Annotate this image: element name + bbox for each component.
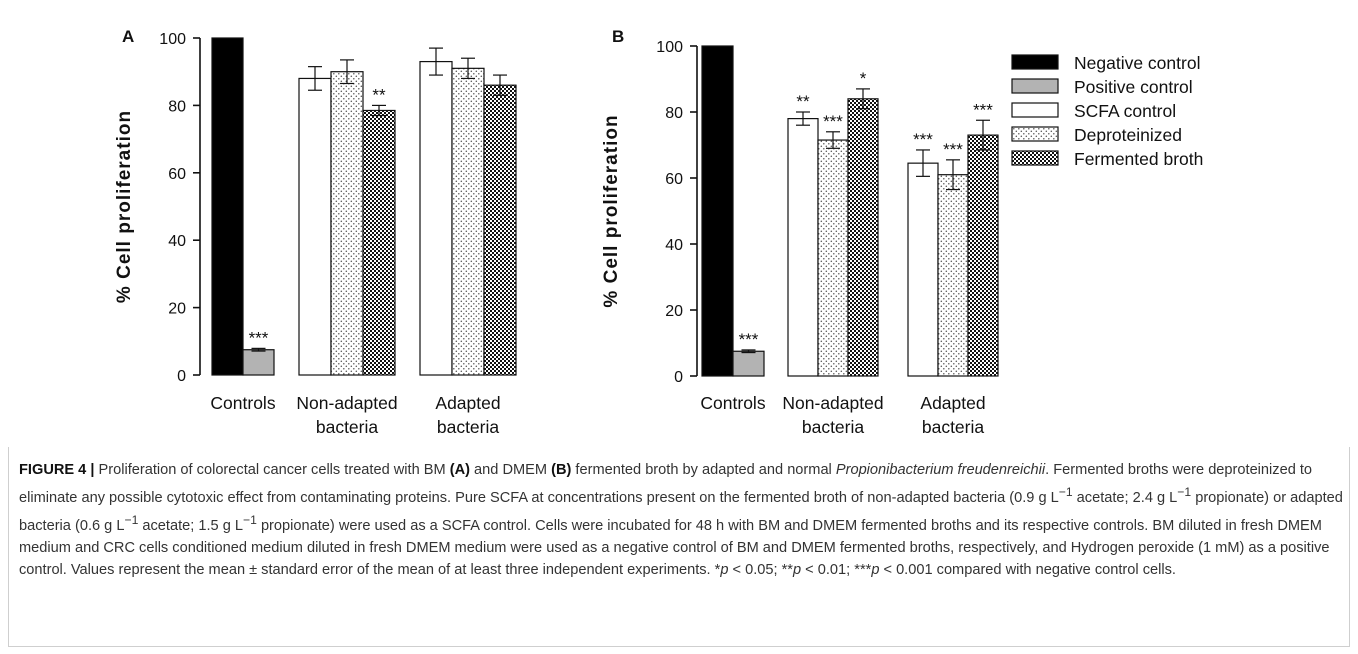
caption-text: < 0.001 compared with negative control c…: [879, 561, 1176, 578]
significance-marker: ***: [943, 140, 963, 159]
caption-text: < 0.05; **: [728, 561, 793, 578]
y-tick-label: 40: [168, 233, 186, 250]
chart-legend: Negative control Positive control SCFA con…: [1011, 53, 1203, 169]
y-tick-label: 100: [656, 39, 683, 56]
y-tick-label: 100: [159, 31, 186, 48]
caption-superscript: −1: [1058, 485, 1073, 499]
panel-label: B: [612, 27, 624, 46]
caption-text: and DMEM: [470, 462, 552, 478]
y-tick-label: 0: [177, 368, 186, 385]
category-label: Non-adapted: [782, 393, 883, 413]
caption-text: . Fermented broths were deproteinized to…: [19, 462, 1313, 506]
y-tick-label: 20: [665, 303, 683, 320]
category-label: bacteria: [802, 417, 865, 437]
significance-marker: ***: [739, 330, 759, 349]
y-tick-label: 60: [168, 166, 186, 183]
caption-superscript: −1: [1177, 485, 1192, 499]
caption-text: propionate) or adapted bacteria (0.6 g L: [19, 489, 1343, 534]
legend-label: Negative control: [1074, 53, 1200, 73]
bar: [330, 71, 364, 376]
bar: [242, 349, 275, 376]
bar: [907, 162, 939, 377]
bar: [298, 77, 332, 376]
caption-text: propionate) were used as a SCFA control.…: [19, 517, 1330, 578]
y-tick-label: 40: [665, 237, 683, 254]
category-label: Non-adapted: [296, 393, 397, 413]
caption-superscript: −1: [243, 512, 257, 527]
legend-label: Deproteinized: [1074, 125, 1182, 145]
significance-marker: ***: [249, 328, 269, 347]
bar: [362, 109, 396, 376]
caption-figure-label: FIGURE 4 |: [19, 462, 95, 478]
significance-marker: *: [860, 69, 867, 88]
legend-swatch: [1011, 102, 1059, 118]
legend-swatch: [1011, 150, 1059, 166]
panel-label: A: [122, 27, 134, 46]
category-label: Adapted: [435, 393, 500, 413]
bar: [937, 174, 969, 377]
bar: [701, 45, 734, 377]
y-tick-label: 80: [168, 98, 186, 115]
y-axis-title: % Cell proliferation: [601, 114, 622, 307]
y-tick-label: 80: [665, 105, 683, 122]
category-label: bacteria: [437, 417, 500, 437]
caption-p-symbol: p: [871, 561, 880, 578]
significance-marker: **: [796, 92, 810, 111]
caption-p-symbol: p: [720, 561, 729, 578]
category-label: bacteria: [922, 417, 985, 437]
figure-caption: FIGURE 4 | Proliferation of colorectal c…: [19, 459, 1347, 581]
bar: [483, 84, 517, 376]
caption-text: Proliferation of colorectal cancer cells…: [94, 462, 450, 478]
y-axis-title: % Cell proliferation: [114, 110, 135, 303]
caption-panel-b-ref: (B): [551, 462, 572, 478]
category-label: Controls: [700, 393, 765, 413]
significance-marker: ***: [913, 130, 933, 149]
bar: [787, 117, 819, 377]
legend-swatch: [1011, 126, 1059, 142]
bar: [847, 98, 879, 377]
legend-swatch: [1011, 78, 1059, 94]
caption-text: acetate; 2.4 g L: [1072, 489, 1178, 506]
legend-swatch: [1011, 54, 1059, 70]
figure-caption-box: FIGURE 4 | Proliferation of colorectal c…: [8, 447, 1350, 647]
significance-marker: **: [372, 85, 386, 104]
caption-superscript: −1: [124, 512, 139, 527]
bar: [451, 67, 485, 376]
significance-marker: ***: [823, 112, 843, 131]
category-label: bacteria: [316, 417, 379, 437]
caption-text: acetate; 1.5 g L: [138, 517, 244, 534]
caption-panel-a-ref: (A): [449, 462, 470, 478]
bar: [732, 350, 765, 377]
legend-label: SCFA control: [1074, 101, 1176, 121]
category-label: Adapted: [920, 393, 985, 413]
y-tick-label: 60: [665, 171, 683, 188]
panel-a-chart: A 0 20 40 60 80 100 % Cell proliferation *** Cont…: [114, 27, 517, 437]
caption-p-symbol: p: [793, 561, 802, 578]
caption-text: fermented broth by adapted and normal: [571, 462, 836, 478]
caption-species: Propionibacterium freudenreichii: [835, 462, 1046, 478]
legend-label: Positive control: [1074, 77, 1193, 97]
significance-marker: ***: [973, 100, 993, 119]
bar: [419, 60, 453, 376]
category-label: Controls: [210, 393, 275, 413]
y-tick-label: 0: [674, 369, 683, 386]
bar: [817, 139, 849, 377]
y-tick-label: 20: [168, 301, 186, 318]
bar: [967, 134, 999, 377]
bar: [211, 37, 244, 376]
legend-label: Fermented broth: [1074, 149, 1203, 169]
caption-text: < 0.01; ***: [801, 561, 872, 578]
